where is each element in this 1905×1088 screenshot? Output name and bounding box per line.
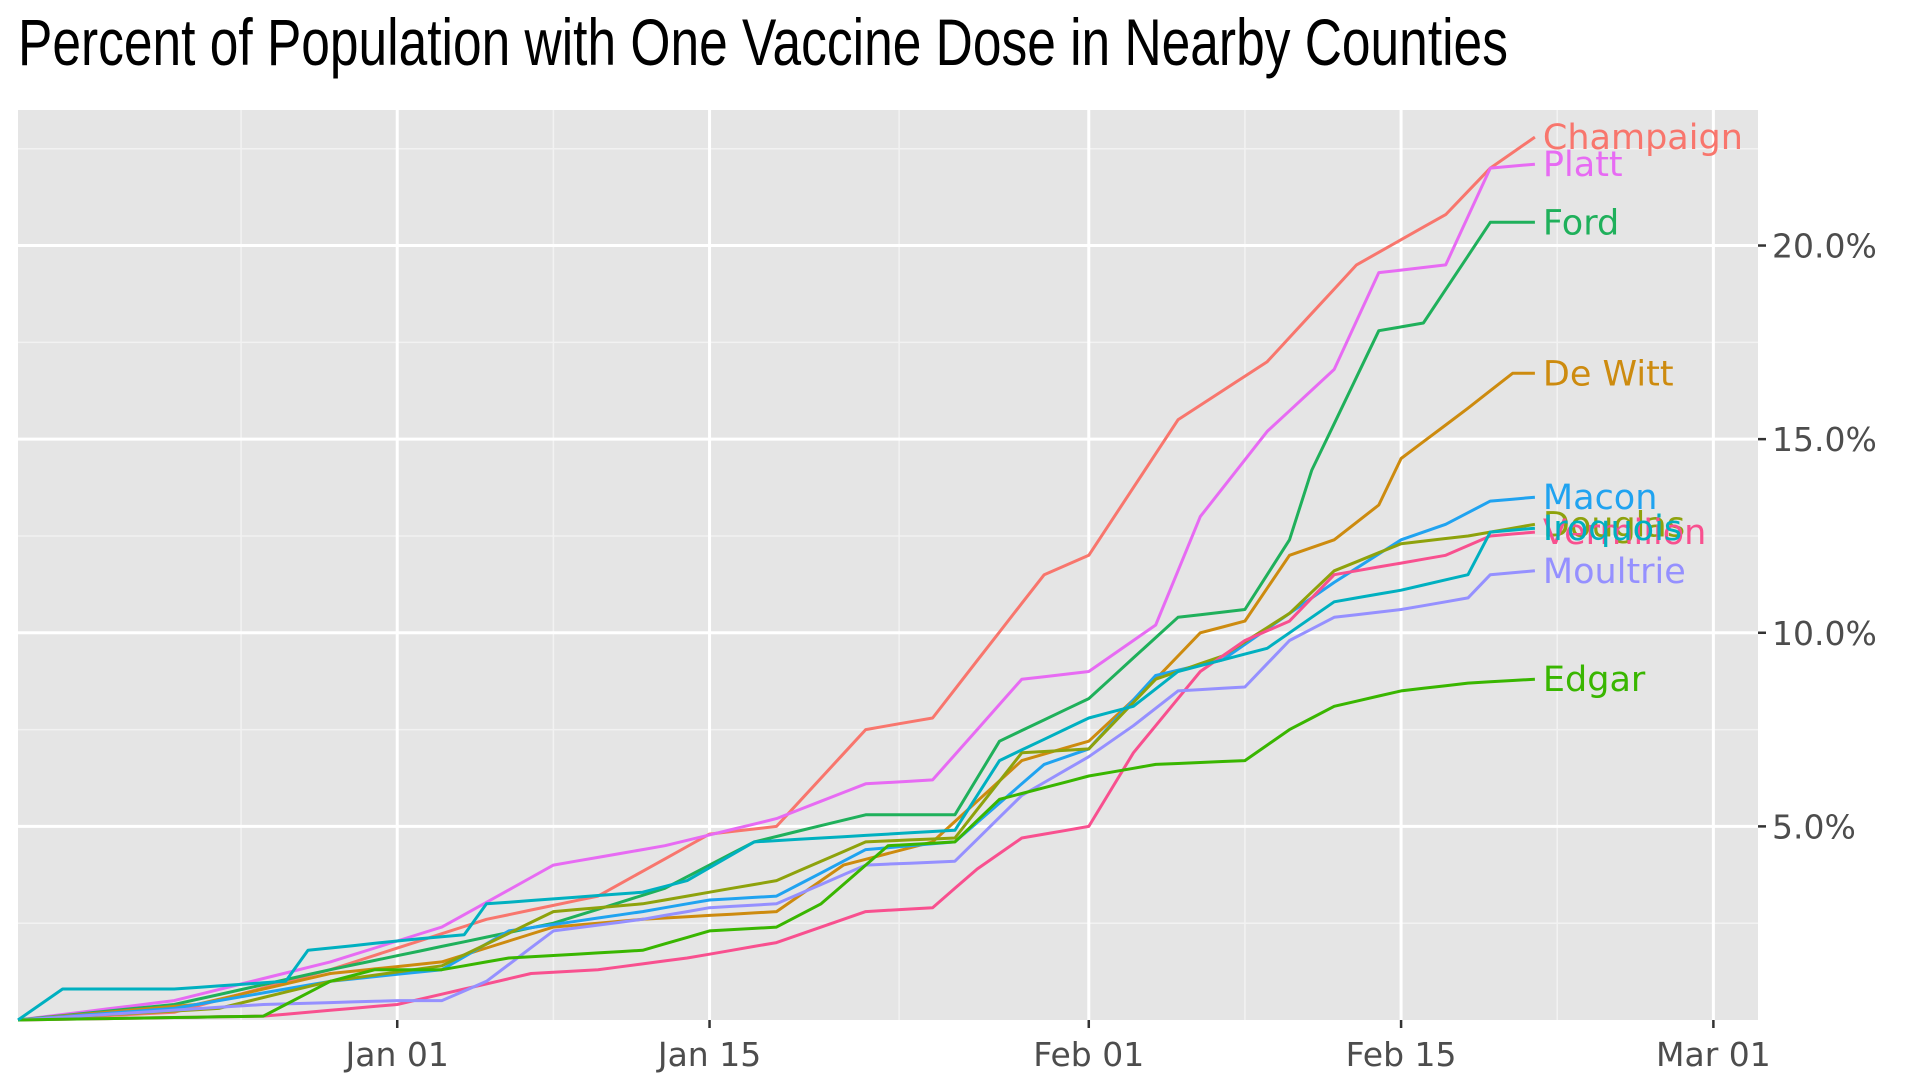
x-tick-label: Mar 01 xyxy=(1656,1035,1771,1074)
series-line-vermilion xyxy=(17,530,1536,1022)
x-tick-label: Jan 15 xyxy=(656,1035,761,1074)
series-label-edgar: Edgar xyxy=(1543,660,1646,700)
axes: Jan 01 Jan 15 Feb 01 Feb 15 Mar 01 5.0% 10.0% 1… xyxy=(344,227,1877,1074)
series-line-iroquois xyxy=(17,526,1536,1022)
series-line-douglas xyxy=(17,522,1536,1022)
x-tick-label: Feb 15 xyxy=(1346,1035,1457,1074)
series-line-de-witt xyxy=(17,371,1535,1022)
y-tick-label: 10.0% xyxy=(1772,614,1877,653)
x-tick-label: Jan 01 xyxy=(344,1035,449,1074)
series-label-ford: Ford xyxy=(1543,203,1619,243)
series-line-platt xyxy=(17,162,1536,1022)
series-lines xyxy=(17,135,1536,1022)
series-label-iroquois: Iroquois xyxy=(1543,509,1682,549)
series-label-champaign: Champaign xyxy=(1543,118,1743,158)
series-label-vermilion: Vermilion xyxy=(1543,513,1706,553)
y-tick-label: 20.0% xyxy=(1772,227,1877,266)
series-line-edgar xyxy=(17,677,1535,1022)
plot-background xyxy=(18,110,1758,1020)
y-tick-label: 15.0% xyxy=(1772,420,1877,459)
series-label-moultrie: Moultrie xyxy=(1543,552,1686,592)
series-label-macon: Macon xyxy=(1543,478,1658,518)
series-label-platt: Platt xyxy=(1543,145,1623,185)
series-label-de-witt: De Witt xyxy=(1543,354,1674,394)
chart-title: Percent of Population with One Vaccine D… xyxy=(18,5,1508,79)
y-tick-label: 5.0% xyxy=(1772,807,1856,846)
series-label-douglas: Douglas xyxy=(1543,505,1685,545)
x-tick-label: Feb 01 xyxy=(1033,1035,1144,1074)
series-line-moultrie xyxy=(17,569,1536,1022)
